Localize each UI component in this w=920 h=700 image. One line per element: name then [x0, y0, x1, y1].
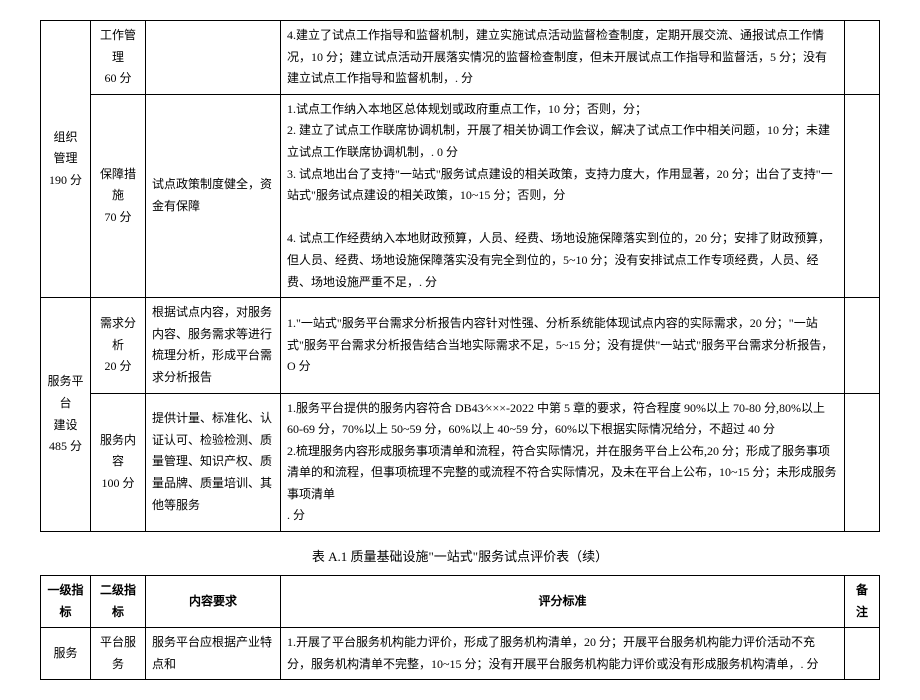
level1-indicator: 组织管理190 分: [41, 21, 91, 298]
table-row: 服务内容100 分提供计量、标准化、认证认可、检验检测、质量管理、知识产权、质量…: [41, 393, 880, 532]
scoring-criteria: 1.试点工作纳入本地区总体规划或政府重点工作，10 分；否则，分；2. 建立了试…: [281, 94, 845, 297]
level1-indicator: 服务平台建设485 分: [41, 298, 91, 532]
header-l1: 一级指标: [41, 576, 91, 628]
remark-cell: [845, 94, 880, 297]
content-requirement: 根据试点内容，对服务内容、服务需求等进行梳理分析，形成平台需求分析报告: [146, 298, 281, 393]
remark-cell: [845, 298, 880, 393]
level2-indicator: 需求分析20 分: [91, 298, 146, 393]
table-caption: 表 A.1 质量基础设施"一站式"服务试点评价表（续）: [40, 546, 880, 565]
content-requirement: 服务平台应根据产业特点和: [146, 628, 281, 680]
table-header-row: 一级指标 二级指标 内容要求 评分标准 备注: [41, 576, 880, 628]
level2-indicator: 服务内容100 分: [91, 393, 146, 532]
level1-indicator: 服务: [41, 628, 91, 680]
content-requirement: 试点政策制度健全，资金有保障: [146, 94, 281, 297]
content-requirement: 提供计量、标准化、认证认可、检验检测、质量管理、知识产权、质量品牌、质量培训、其…: [146, 393, 281, 532]
table-row: 服务平台服务服务平台应根据产业特点和1.开展了平台服务机构能力评价，形成了服务机…: [41, 628, 880, 680]
level2-indicator: 保障措施70 分: [91, 94, 146, 297]
scoring-criteria: 1."一站式"服务平台需求分析报告内容针对性强、分析系统能体现试点内容的实际需求…: [281, 298, 845, 393]
content-requirement: [146, 21, 281, 95]
level2-indicator: 工作管理60 分: [91, 21, 146, 95]
scoring-criteria: 1.服务平台提供的服务内容符合 DB43∕×××-2022 中第 5 章的要求，…: [281, 393, 845, 532]
remark-cell: [845, 21, 880, 95]
remark-cell: [845, 393, 880, 532]
scoring-criteria: 1.开展了平台服务机构能力评价，形成了服务机构清单，20 分；开展平台服务机构能…: [281, 628, 845, 680]
header-req: 内容要求: [146, 576, 281, 628]
header-criteria: 评分标准: [281, 576, 845, 628]
table-row: 组织管理190 分工作管理60 分4.建立了试点工作指导和监督机制，建立实施试点…: [41, 21, 880, 95]
table-row: 保障措施70 分试点政策制度健全，资金有保障1.试点工作纳入本地区总体规划或政府…: [41, 94, 880, 297]
evaluation-table-2: 一级指标 二级指标 内容要求 评分标准 备注 服务平台服务服务平台应根据产业特点…: [40, 575, 880, 680]
table-row: 服务平台建设485 分需求分析20 分根据试点内容，对服务内容、服务需求等进行梳…: [41, 298, 880, 393]
header-remark: 备注: [845, 576, 880, 628]
scoring-criteria: 4.建立了试点工作指导和监督机制，建立实施试点活动监督检查制度，定期开展交流、通…: [281, 21, 845, 95]
header-l2: 二级指标: [91, 576, 146, 628]
evaluation-table-1: 组织管理190 分工作管理60 分 4.建立了试点工作指导和监督机制，建立实施试点…: [40, 20, 880, 532]
remark-cell: [845, 628, 880, 680]
level2-indicator: 平台服务: [91, 628, 146, 680]
